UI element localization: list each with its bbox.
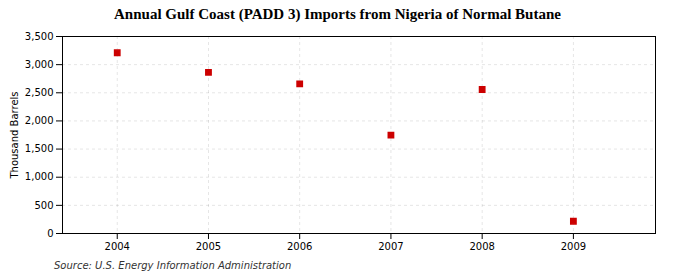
svg-text:2006: 2006 — [287, 241, 312, 252]
svg-text:2004: 2004 — [105, 241, 130, 252]
svg-text:3,000: 3,000 — [25, 59, 54, 70]
svg-text:3,500: 3,500 — [25, 31, 54, 42]
svg-text:2,000: 2,000 — [25, 115, 54, 126]
svg-text:500: 500 — [34, 200, 53, 211]
svg-text:2009: 2009 — [561, 241, 586, 252]
svg-text:1,500: 1,500 — [25, 143, 54, 154]
html-text:Source: U.S. Energy Informatio: Source: U.S. Energy Information Administ… — [54, 260, 292, 271]
svg-text:0: 0 — [47, 228, 53, 239]
svg-text:1,000: 1,000 — [25, 171, 54, 182]
svg-text:2,500: 2,500 — [25, 87, 54, 98]
svg-text:Thousand Barrels: Thousand Barrels — [9, 91, 20, 179]
html-text:Annual Gulf Coast (PADD 3) Imp: Annual Gulf Coast (PADD 3) Imports from … — [114, 6, 561, 22]
svg-text:2005: 2005 — [196, 241, 221, 252]
svg-text:2007: 2007 — [378, 241, 403, 252]
svg-text:2008: 2008 — [469, 241, 494, 252]
